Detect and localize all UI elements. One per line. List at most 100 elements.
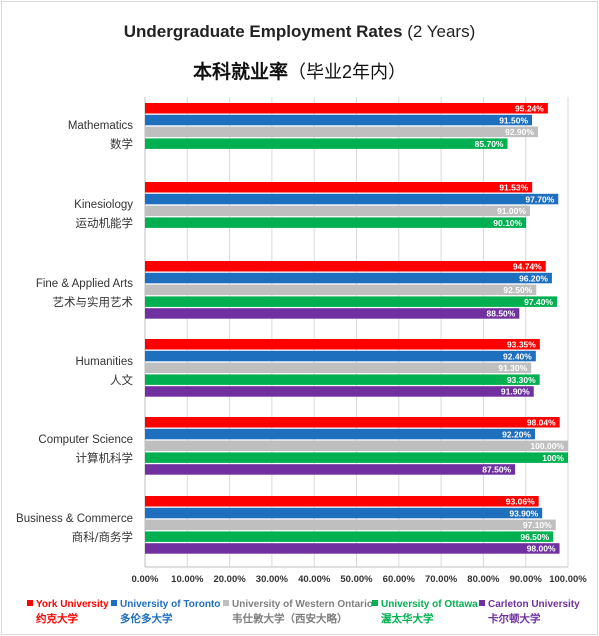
x-tick-label: 60.00% xyxy=(383,574,416,585)
bar-western xyxy=(145,362,532,374)
chart-subtitle-main: 本科就业率 xyxy=(192,62,288,83)
x-tick-label: 10.00% xyxy=(171,574,204,585)
legend-name: University of Toronto xyxy=(120,599,221,610)
bar-value-label: 92.40% xyxy=(503,351,532,361)
bar-value-label: 92.50% xyxy=(503,285,532,295)
legend-item: York University 约克大学 xyxy=(27,598,109,626)
bar-toronto xyxy=(145,507,543,519)
bar-york xyxy=(145,339,540,350)
category-label-en: Humanities xyxy=(75,356,133,368)
bar-western xyxy=(145,284,537,296)
bar-value-label: 97.40% xyxy=(524,297,553,307)
bar-value-label: 96.20% xyxy=(519,273,548,283)
bar-value-label: 94.74% xyxy=(513,262,542,272)
bar-carleton xyxy=(145,308,520,319)
bar-value-label: 90.10% xyxy=(493,218,522,228)
x-tick-label: 40.00% xyxy=(298,574,331,585)
bar-western xyxy=(145,519,556,531)
category-label-en: Fine & Applied Arts xyxy=(36,278,133,290)
bar-ottawa xyxy=(145,531,554,542)
category-label-zh: 人文 xyxy=(110,373,133,387)
category-label-zh: 运动机能学 xyxy=(76,216,134,230)
category-label-en: Mathematics xyxy=(68,120,133,132)
bar-toronto xyxy=(145,114,533,126)
bar-ottawa xyxy=(145,374,540,385)
bar-york xyxy=(145,496,539,507)
category-label-en: Kinesiology xyxy=(74,199,133,211)
legend-item: University of Ottawa 渥太华大学 xyxy=(372,598,478,626)
chart-title-suffix: (2 Years) xyxy=(407,22,476,41)
legend-swatch xyxy=(372,600,378,606)
chart-legend: York University 约克大学 University of Toronto… xyxy=(0,598,599,632)
x-tick-label: 20.00% xyxy=(213,574,246,585)
bar-toronto xyxy=(145,350,536,362)
bar-value-label: 98.04% xyxy=(527,418,556,428)
bar-toronto xyxy=(145,193,559,205)
legend-name-zh: 卡尔顿大学 xyxy=(488,613,541,625)
legend-name-zh: 韦仕敦大学（西安大略） xyxy=(232,613,348,625)
x-tick-label: 100.00% xyxy=(549,574,587,585)
bar-value-label: 91.00% xyxy=(497,206,526,216)
category-label-zh: 数学 xyxy=(110,137,133,151)
bar-value-label: 85.70% xyxy=(475,139,504,149)
bar-value-label: 97.10% xyxy=(523,520,552,530)
legend-item: University of Toronto 多伦多大学 xyxy=(111,598,220,626)
bar-toronto xyxy=(145,428,536,440)
x-tick-label: 0.00% xyxy=(132,574,159,585)
legend-swatch xyxy=(479,600,485,606)
legend-name-zh: 约克大学 xyxy=(36,613,78,625)
legend-name: York University xyxy=(36,599,109,610)
bar-value-label: 93.90% xyxy=(509,508,538,518)
category-label-en: Computer Science xyxy=(38,434,133,446)
legend-swatch xyxy=(27,600,33,606)
bar-value-label: 91.53% xyxy=(499,183,528,193)
x-tick-label: 80.00% xyxy=(467,574,500,585)
legend-item: Carleton University 卡尔顿大学 xyxy=(479,598,580,626)
bar-western xyxy=(145,440,568,452)
bar-ottawa xyxy=(145,452,568,463)
bar-value-label: 93.06% xyxy=(506,497,535,507)
x-tick-label: 50.00% xyxy=(340,574,373,585)
bar-york xyxy=(145,417,560,428)
chart-subtitle: 本科就业率（毕业2年内） xyxy=(0,57,599,84)
legend-item: University of Western Ontario 韦仕敦大学（西安大略） xyxy=(223,598,373,626)
bar-value-label: 93.30% xyxy=(507,375,536,385)
category-label-zh: 艺术与实用艺术 xyxy=(53,295,134,309)
bar-value-label: 91.90% xyxy=(501,387,530,397)
category-label-en: Business & Commerce xyxy=(16,513,133,525)
x-tick-label: 70.00% xyxy=(425,574,458,585)
bar-value-label: 88.50% xyxy=(487,309,516,319)
bar-ottawa xyxy=(145,217,527,228)
bar-value-label: 93.35% xyxy=(507,340,536,350)
bar-york xyxy=(145,182,533,193)
bar-value-label: 91.30% xyxy=(498,363,527,373)
bar-value-label: 95.24% xyxy=(515,104,544,114)
bar-value-label: 97.70% xyxy=(525,194,554,204)
x-tick-label: 30.00% xyxy=(256,574,289,585)
bar-value-label: 100% xyxy=(542,453,564,463)
chart-title-main: Undergraduate Employment Rates xyxy=(123,22,403,41)
legend-name-zh: 多伦多大学 xyxy=(120,613,173,625)
bar-ottawa xyxy=(145,296,558,307)
legend-name: University of Western Ontario xyxy=(232,599,373,610)
chart-title: Undergraduate Employment Rates (2 Years) xyxy=(0,22,599,42)
category-label-zh: 商科/商务学 xyxy=(72,530,133,544)
bar-value-label: 91.50% xyxy=(499,115,528,125)
bar-toronto xyxy=(145,272,552,284)
x-tick-label: 90.00% xyxy=(510,574,543,585)
bar-value-label: 100.00% xyxy=(530,441,564,451)
bar-value-label: 98.00% xyxy=(527,544,556,554)
legend-swatch xyxy=(111,600,117,606)
bar-carleton xyxy=(145,386,534,397)
category-label-zh: 计算机科学 xyxy=(76,451,134,465)
bar-carleton xyxy=(145,543,560,554)
legend-name: Carleton University xyxy=(488,599,580,610)
bar-ottawa xyxy=(145,138,508,149)
bar-york xyxy=(145,261,546,272)
bar-value-label: 87.50% xyxy=(482,465,511,475)
legend-swatch xyxy=(223,600,229,606)
bar-value-label: 92.20% xyxy=(502,429,531,439)
legend-name-zh: 渥太华大学 xyxy=(381,613,434,625)
bar-carleton xyxy=(145,464,516,475)
